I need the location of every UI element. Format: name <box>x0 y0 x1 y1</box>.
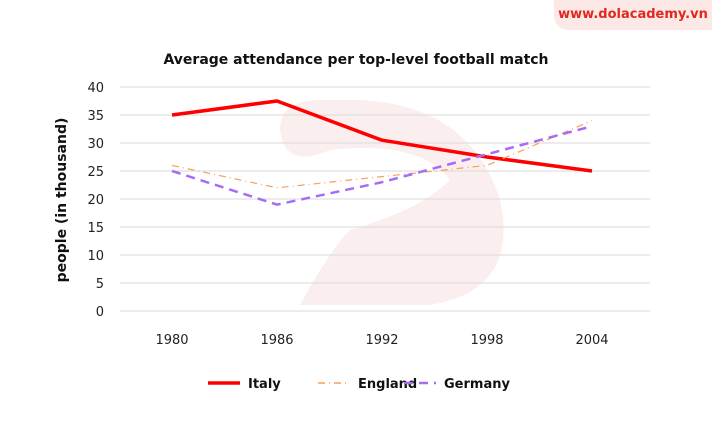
legend-label: Germany <box>444 377 510 392</box>
chart-title: Average attendance per top-level footbal… <box>163 52 548 68</box>
y-tick-label: 25 <box>87 165 104 180</box>
y-tick-label: 0 <box>96 305 104 320</box>
series-line-england <box>171 120 593 189</box>
legend-label: Italy <box>248 377 281 392</box>
series-line-italy <box>171 99 593 173</box>
brand-watermark[interactable]: www.dolacademy.vn <box>554 0 712 30</box>
series-line-germany <box>171 124 593 206</box>
background-logo <box>280 100 504 305</box>
legend-label: England <box>358 377 417 392</box>
x-tick-label: 1992 <box>365 333 398 348</box>
y-tick-label: 35 <box>87 109 104 124</box>
y-axis-label: people (in thousand) <box>54 118 70 283</box>
y-tick-label: 5 <box>96 277 104 292</box>
x-tick-label: 2004 <box>575 333 608 348</box>
x-tick-label: 1998 <box>470 333 503 348</box>
y-tick-label: 30 <box>87 137 104 152</box>
y-tick-label: 20 <box>87 193 104 208</box>
y-tick-label: 40 <box>87 81 104 96</box>
x-tick-label: 1986 <box>260 333 293 348</box>
y-tick-label: 15 <box>87 221 104 236</box>
y-tick-label: 10 <box>87 249 104 264</box>
x-tick-label: 1980 <box>155 333 188 348</box>
